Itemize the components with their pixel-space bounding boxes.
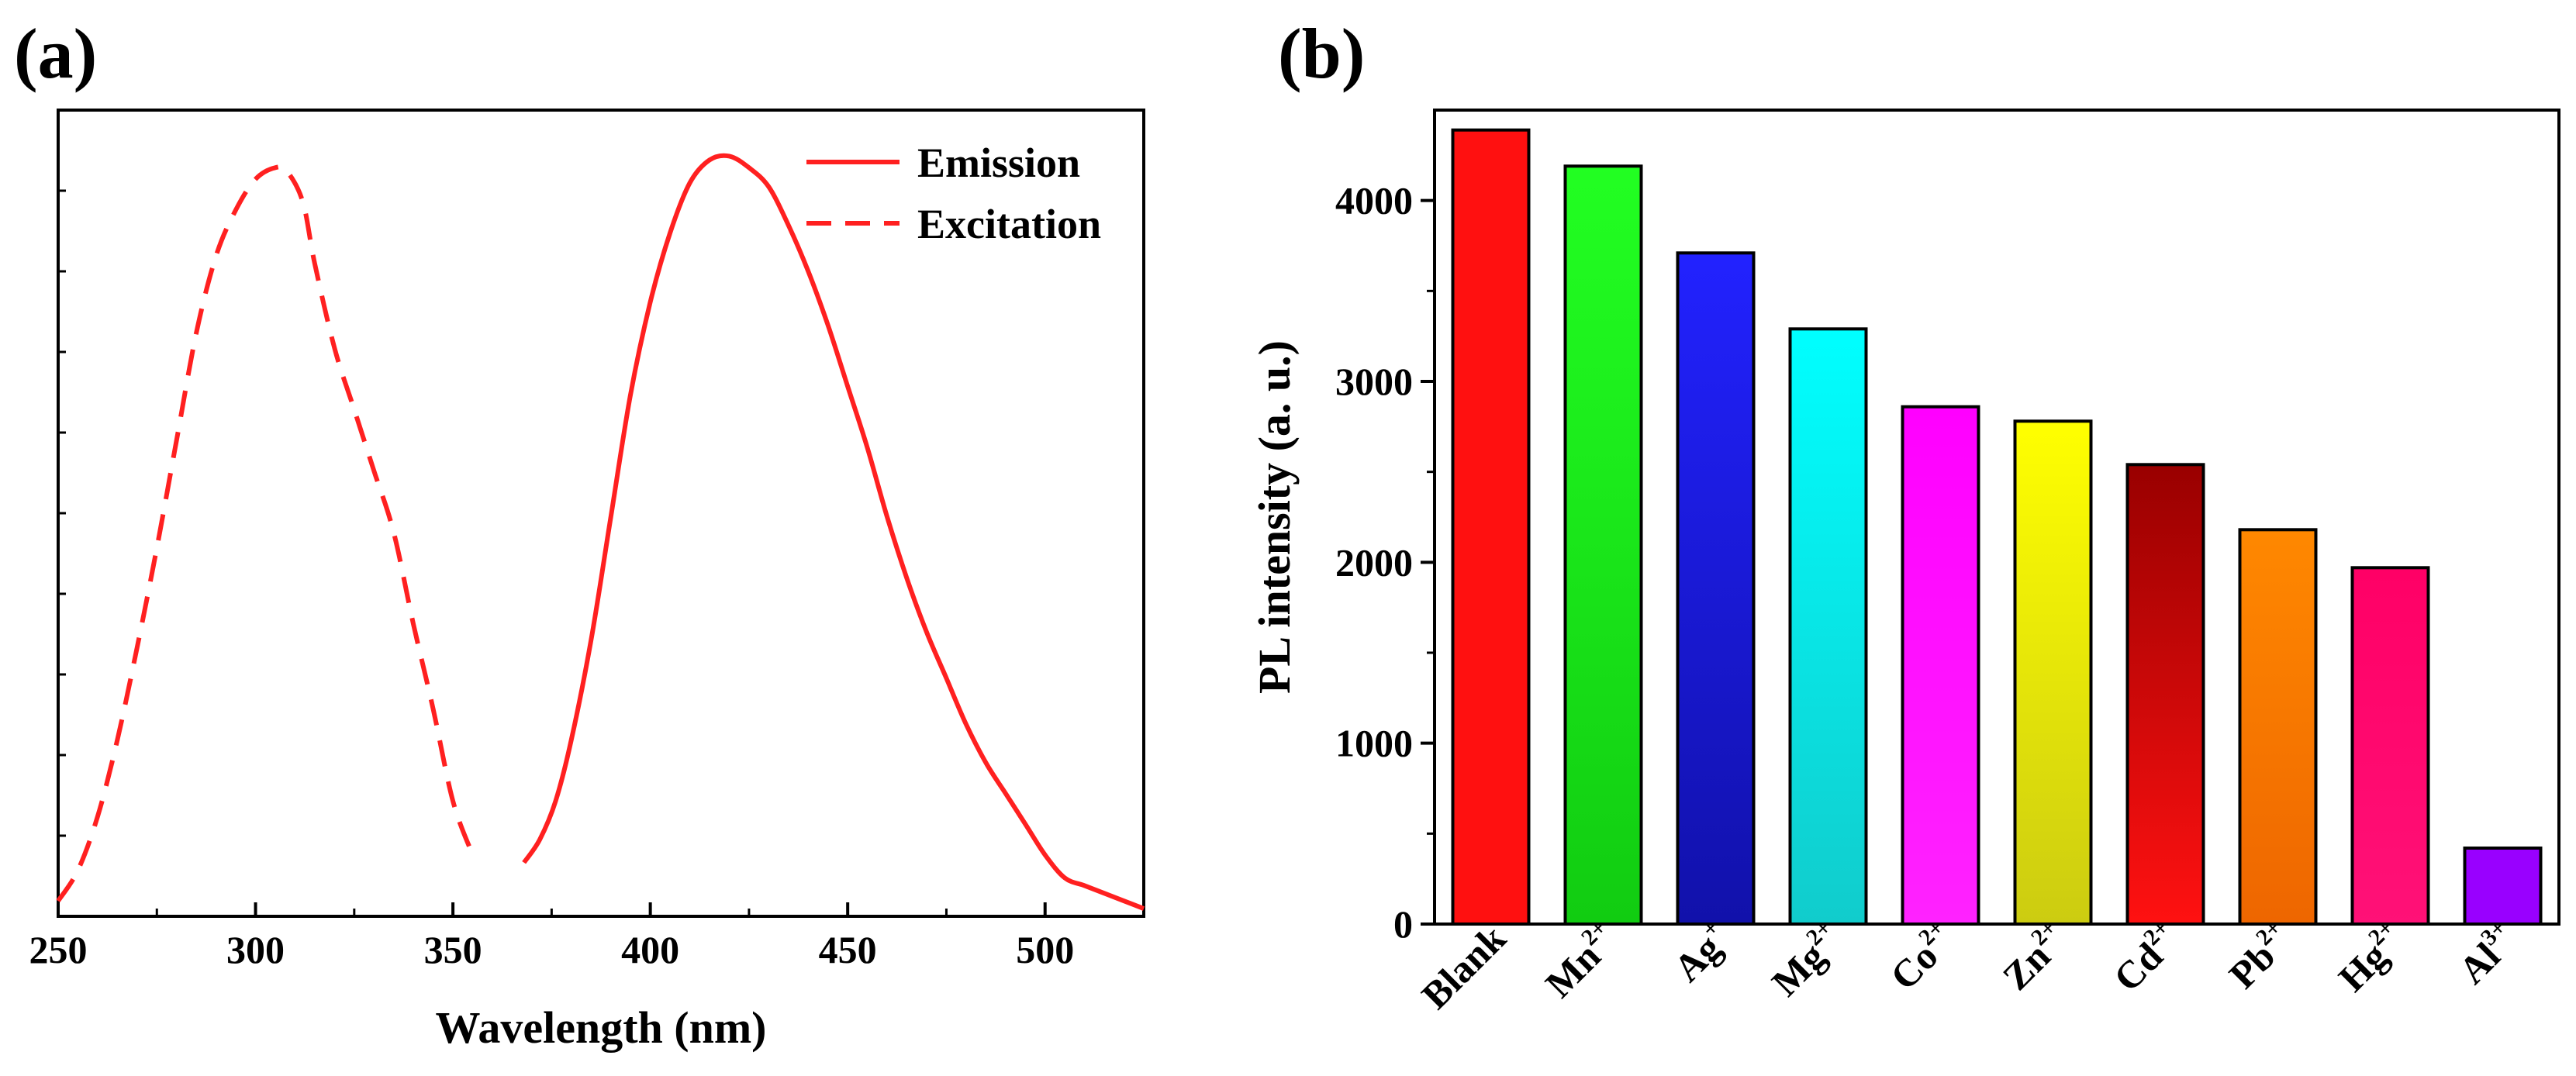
panel-b-y-axis-title: PL intensity (a. u.): [1249, 340, 1300, 694]
y-tick-label: 4000: [1335, 179, 1413, 222]
panel-b-ticks: 0 1000 2000 3000 4000: [1335, 179, 1435, 946]
x-tick-label: 250: [29, 928, 88, 971]
y-tick-label: 0: [1393, 902, 1413, 946]
panel-a-label: (a): [14, 14, 97, 93]
bar-mn: [1563, 164, 1643, 926]
legend-emission-label: Emission: [917, 140, 1080, 186]
bar-blank: [1451, 128, 1531, 926]
category-label-text: Ag+: [1663, 915, 1739, 990]
panel-a-ticks: 250 300 350 400 450 500: [29, 189, 1074, 971]
y-tick-label: 3000: [1335, 360, 1413, 403]
x-tick-label: 300: [226, 928, 285, 971]
panel-a-x-axis-title: Wavelength (nm): [436, 1002, 767, 1053]
bar-al: [2463, 847, 2543, 926]
category-label: Mg2+: [1762, 915, 1851, 1004]
category-label: Zn2+: [1993, 915, 2077, 998]
category-label: Ag+: [1663, 915, 1739, 990]
category-label: Co2+: [1880, 915, 1964, 998]
bar-zn: [2013, 419, 2093, 926]
legend-excitation-label: Excitation: [917, 201, 1101, 247]
bar-ag: [1676, 251, 1756, 926]
category-label: Mn2+: [1535, 915, 1626, 1005]
panel-b-category-labels: Blank Mn2+ Ag+ Mg2+ Co2+ Zn2+ Cd2+ Pb2+ Hg2+ Al3+: [1413, 915, 2526, 1017]
panel-b-label: (b): [1278, 14, 1365, 93]
panel-a-legend: Emission Excitation: [806, 140, 1101, 247]
category-label-text: Cd2+: [2104, 915, 2189, 1000]
category-label: Al3+: [2448, 915, 2526, 992]
category-label-text: Al3+: [2448, 915, 2526, 992]
y-tick-label: 2000: [1335, 540, 1413, 584]
x-tick-label: 350: [424, 928, 482, 971]
category-label: Hg2+: [2329, 915, 2414, 1000]
category-label-text: Zn2+: [1993, 915, 2077, 998]
category-label-text: Hg2+: [2329, 915, 2414, 1000]
series-emission-line: [522, 153, 1145, 911]
category-label: Cd2+: [2104, 915, 2189, 1000]
y-tick-label: 1000: [1335, 722, 1413, 765]
panel-b-bars: [1451, 128, 2543, 926]
category-label-text: Mg2+: [1762, 915, 1851, 1004]
bar-pb: [2238, 528, 2318, 926]
panel-a-plot-area: [56, 153, 1145, 911]
panel-a-line-chart: (a) 250 300 350 400 450 500 Wavelength (nm) E…: [14, 14, 1145, 1053]
bar-mg: [1788, 327, 1868, 926]
category-label-text: Blank: [1413, 916, 1514, 1017]
bar-co: [1901, 405, 1980, 926]
bar-hg: [2350, 566, 2430, 926]
series-excitation-line: [56, 164, 475, 902]
panel-b-bar-chart: (b) 0 1000 2000 3000 4000 Blank Mn2+ Ag+ Mg2+ Co…: [1249, 14, 2560, 1017]
bar-cd: [2125, 463, 2205, 926]
category-label: Pb2+: [2219, 915, 2301, 997]
x-tick-label: 400: [621, 928, 679, 971]
category-label-text: Pb2+: [2219, 915, 2301, 997]
x-tick-label: 500: [1016, 928, 1074, 971]
category-label: Blank: [1413, 916, 1514, 1017]
panel-b-frame: [1433, 109, 2560, 926]
x-tick-label: 450: [819, 928, 877, 971]
category-label-text: Co2+: [1880, 915, 1964, 998]
category-label-text: Mn2+: [1535, 915, 1626, 1005]
